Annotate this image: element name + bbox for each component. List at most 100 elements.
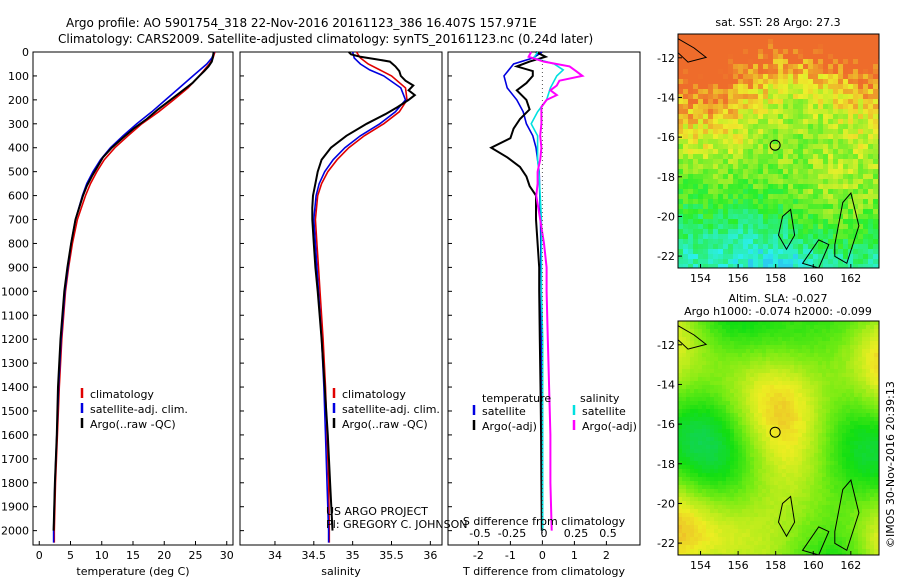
depth-tick-label: 1700 [1,453,29,466]
pi-credit: PI: GREGORY C. JOHNSON [326,518,467,531]
series-line-argoadj [527,51,585,531]
depth-tick-label: 500 [8,166,29,179]
legend-title-salinity: salinity [580,392,620,405]
x-tick-label: 35 [346,549,360,562]
depth-tick-label: 200 [8,94,29,107]
salinity-panel: 34 34.5 35 35.5 36 salinity climatology satelli… [239,51,443,578]
depth-tick-label: 600 [8,190,29,203]
x-tick-label: 20 [157,549,171,562]
temperature-panel: 0100200300400500600700800900100011001200… [1,46,234,578]
x-tick-label: 2 [603,549,610,562]
sst-map-title: sat. SST: 28 Argo: 27.3 [715,16,840,29]
map-x-tick-label: 156 [728,559,749,572]
map-y-tick-label: -22 [657,537,675,550]
project-credit: US ARGO PROJECT [326,505,428,518]
sla-heatmap [678,321,879,555]
map-frame [677,320,880,556]
sla-map-panel: Altim. SLA: -0.027 Argo h1000: -0.074 h2… [657,292,880,572]
x-tick-label: 15 [126,549,140,562]
map-x-tick-label: 154 [690,559,711,572]
coastline [834,192,860,265]
legend-label: Argo(-adj) [482,420,537,433]
legend-label: Argo(-adj) [582,420,637,433]
series-line-argorawqc [52,51,215,531]
legend-label: satellite [582,405,626,418]
x-tick-label: 34 [268,549,282,562]
legend-label: Argo(..raw -QC) [342,418,428,431]
map-x-tick-label: 162 [840,559,861,572]
x-axis-label: salinity [321,565,361,578]
x-tick-label: -1 [505,549,516,562]
series-line-argorawqc [311,51,417,531]
x2-tick-label: -0.5 [469,527,490,540]
depth-tick-label: 300 [8,118,29,131]
x2-axis-label: S difference from climatology [463,515,626,528]
imos-stamp: ©IMOS 30-Nov-2016 20:39:13 [884,381,897,548]
map-x-tick-label: 160 [803,559,824,572]
legend-label: climatology [342,388,406,401]
map-x-tick-label: 156 [728,272,749,285]
x-tick-label: 5 [67,549,74,562]
depth-tick-label: 700 [8,214,29,227]
map-frame [677,33,880,269]
series-line-satellite [503,51,543,531]
map-x-tick-label: 158 [765,559,786,572]
coastline [678,325,708,350]
x-tick-label: 0 [36,549,43,562]
depth-tick-label: 0 [22,46,29,59]
x2-tick-label: -0.25 [498,527,526,540]
x-tick-label: 10 [95,549,109,562]
legend-label: satellite-adj. clim. [90,403,188,416]
depth-tick-label: 1400 [1,381,29,394]
header-line-2: Climatology: CARS2009. Satellite-adjuste… [58,32,593,46]
map-y-tick-label: -12 [657,52,675,65]
map-y-tick-label: -18 [657,458,675,471]
depth-tick-label: 800 [8,237,29,250]
x-axis-label: T difference from climatology [462,565,625,578]
depth-tick-label: 1900 [1,501,29,514]
x-tick-label: 25 [189,549,203,562]
map-y-tick-label: -18 [657,171,675,184]
x-axis-label: temperature (deg C) [76,565,189,578]
x2-tick-label: 0.25 [564,527,589,540]
depth-tick-label: 1800 [1,477,29,490]
x-tick-label: -2 [473,549,484,562]
depth-tick-label: 1500 [1,405,29,418]
header-line-1: Argo profile: AO 5901754_318 22-Nov-2016… [66,16,537,30]
depth-tick-label: 1200 [1,333,29,346]
legend-label: satellite [482,405,526,418]
x-tick-label: 1 [571,549,578,562]
coastline [834,479,860,552]
plot-frame [239,51,443,546]
x-tick-label: 0 [539,549,546,562]
sst-heatmap [678,34,879,268]
map-x-tick-label: 154 [690,272,711,285]
depth-tick-label: 2000 [1,525,29,538]
plot-frame [447,51,641,546]
map-x-tick-label: 160 [803,272,824,285]
map-x-tick-label: 158 [765,272,786,285]
map-y-tick-label: -20 [657,210,675,223]
map-y-tick-label: -14 [657,91,675,104]
x-tick-label: 30 [220,549,234,562]
x-tick-label: 36 [423,549,437,562]
series-line-satelliteadjclim [52,51,216,543]
legend-title-temperature: temperature [482,392,551,405]
map-y-tick-label: -20 [657,497,675,510]
float-marker [769,139,781,151]
float-marker [769,426,781,438]
x-tick-label: 35.5 [379,549,404,562]
coastline [678,38,708,63]
difference-panel: -2 -1 0 1 2 T difference from climatology -0.5… [447,51,641,578]
depth-tick-label: 1100 [1,309,29,322]
x2-tick-label: 0.5 [599,527,617,540]
map-y-tick-label: -16 [657,131,675,144]
depth-tick-label: 400 [8,142,29,155]
sla-map-title: Altim. SLA: -0.027 [728,292,827,305]
coastline [777,208,796,251]
x2-tick-label: 0 [541,527,548,540]
series-line-satellite [530,51,565,531]
depth-tick-label: 1300 [1,357,29,370]
sst-map-panel: sat. SST: 28 Argo: 27.3 154 156 158 160 162 -… [657,16,880,285]
